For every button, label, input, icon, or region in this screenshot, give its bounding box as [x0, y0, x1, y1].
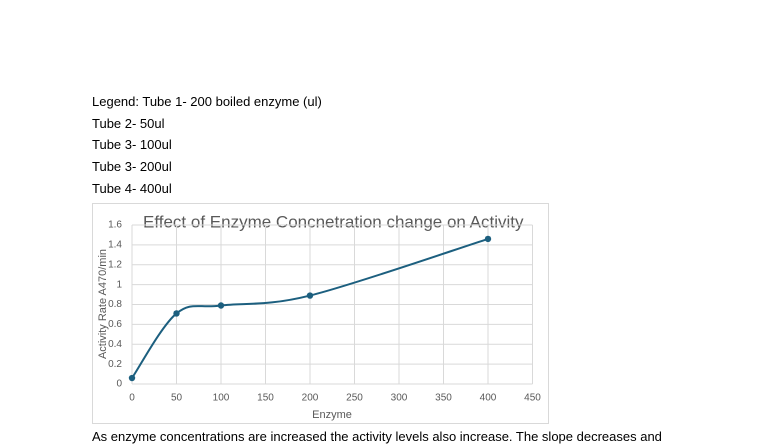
y-tick-label: 1.4: [108, 240, 122, 251]
x-tick-label: 0: [129, 393, 135, 404]
y-tick-label: 0.4: [108, 339, 122, 350]
data-point: [128, 374, 136, 382]
data-point: [306, 292, 314, 299]
x-tick-label: 300: [391, 393, 408, 404]
data-line: [131, 237, 489, 379]
legend-line: Tube 4- 400ul: [92, 181, 172, 196]
data-point: [173, 310, 180, 317]
chart: Effect of Enzyme Concnetration change on…: [92, 203, 549, 424]
x-axis-label: Enzyme: [312, 409, 352, 421]
x-tick-label: 100: [213, 393, 230, 404]
x-tick-label: 450: [524, 393, 541, 404]
y-tick-label: 1: [116, 279, 122, 290]
chart-title: Effect of Enzyme Concnetration change on…: [143, 212, 524, 231]
legend-line: Tube 3- 200ul: [92, 159, 172, 174]
x-tick-label: 50: [171, 393, 183, 404]
x-tick-label: 400: [480, 393, 497, 404]
x-tick-label: 250: [346, 393, 363, 404]
y-tick-label: 0: [116, 379, 122, 390]
y-tick-label: 1.2: [108, 259, 122, 270]
x-tick-label: 350: [435, 393, 452, 404]
legend-line: Tube 3- 100ul: [92, 137, 172, 152]
y-axis-label: Activity Rate A470/min: [97, 249, 109, 359]
legend-line: Legend: Tube 1- 200 boiled enzyme (ul): [92, 94, 322, 109]
data-point: [484, 235, 492, 243]
paragraph: As enzyme concentrations are increased t…: [92, 429, 662, 444]
legend-line: Tube 2- 50ul: [92, 116, 165, 131]
y-tick-label: 1.6: [108, 220, 122, 231]
x-tick-label: 150: [257, 393, 274, 404]
data-point: [217, 302, 225, 309]
y-tick-label: 0.8: [108, 299, 122, 310]
x-tick-label: 200: [302, 393, 319, 404]
y-tick-label: 0.2: [108, 359, 122, 370]
y-tick-label: 0.6: [108, 319, 122, 330]
